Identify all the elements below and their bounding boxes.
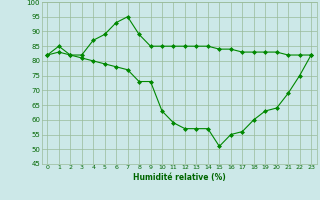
X-axis label: Humidité relative (%): Humidité relative (%) [133,173,226,182]
